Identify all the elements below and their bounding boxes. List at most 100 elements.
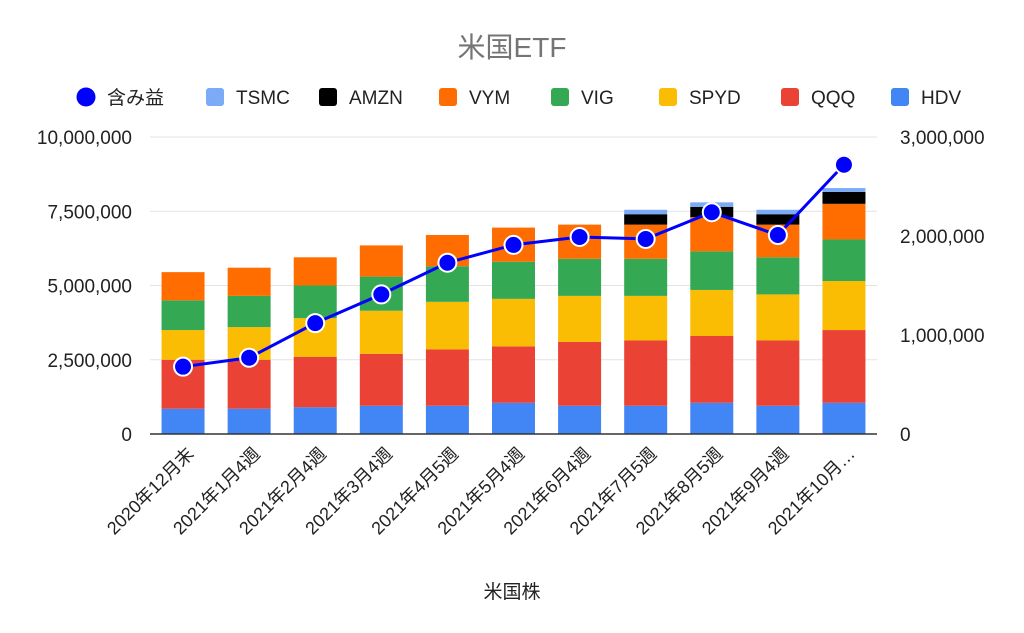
legend-label: TSMC <box>236 88 290 109</box>
bar-segment-vig <box>624 258 668 296</box>
bar-segment-qqq <box>690 335 734 403</box>
legend[interactable]: 含み益 TSMC AMZN VYM VIG SPYD QQQ HDV <box>76 87 962 109</box>
bar-segment-hdv <box>756 405 800 434</box>
bar-segment-vig <box>822 239 866 282</box>
bar-segment-qqq <box>756 340 800 406</box>
bar-segment-vym <box>161 272 205 301</box>
bar-segment-tsmc <box>624 209 668 215</box>
left-axis-tick-label: 10,000,000 <box>37 128 132 149</box>
bar-segment-vig <box>690 251 734 290</box>
x-axis-label: 米国株 <box>483 581 540 603</box>
bar-segment-spyd <box>161 330 205 360</box>
unrealized-gain-point <box>239 347 260 368</box>
bar-segment-hdv <box>624 405 668 434</box>
bar-segment-spyd <box>756 294 800 341</box>
legend-label: VIG <box>581 88 614 109</box>
right-axis-ticks: 0 1,000,000 2,000,000 3,000,000 <box>900 128 985 446</box>
right-axis-tick-label: 0 <box>900 425 911 446</box>
legend-item-amzn[interactable]: AMZN <box>319 88 403 109</box>
bar-segment-hdv <box>822 402 866 434</box>
bar-segment-vig <box>293 285 337 319</box>
legend-item-spyd[interactable]: SPYD <box>659 88 741 109</box>
legend-item-hdv[interactable]: HDV <box>891 88 961 109</box>
bar-segment-amzn <box>624 214 668 225</box>
bar-segment-qqq <box>359 353 403 406</box>
left-axis-tick-label: 2,500,000 <box>47 351 132 372</box>
legend-label: SPYD <box>689 88 741 109</box>
bars <box>161 188 866 434</box>
legend-swatch <box>439 88 457 106</box>
legend-item-qqq[interactable]: QQQ <box>781 88 855 109</box>
bar-segment-vym <box>359 245 403 277</box>
left-axis-tick-label: 7,500,000 <box>47 202 132 223</box>
bar-segment-amzn <box>756 214 800 225</box>
bar-segment-spyd <box>359 310 403 354</box>
bar-segment-qqq <box>227 359 271 409</box>
bar-segment-vig <box>558 258 602 296</box>
legend-swatch <box>551 88 569 106</box>
unrealized-gain-point <box>173 356 194 377</box>
legend-swatch <box>781 88 799 106</box>
legend-swatch <box>319 88 337 106</box>
bar-segment-qqq <box>425 349 469 406</box>
bar-segment-vig <box>756 257 800 295</box>
legend-label: 含み益 <box>107 87 164 109</box>
bar-segment-hdv <box>425 405 469 434</box>
legend-label: HDV <box>921 88 961 109</box>
left-axis-tick-label: 0 <box>121 425 132 446</box>
legend-item-vig[interactable]: VIG <box>551 88 614 109</box>
right-axis-tick-label: 3,000,000 <box>900 128 985 149</box>
bar-segment-qqq <box>492 346 535 403</box>
bar-segment-hdv <box>690 402 734 434</box>
bar-segment-hdv <box>359 405 403 434</box>
unrealized-gain-point <box>701 202 722 223</box>
legend-swatch <box>659 88 677 106</box>
legend-label: AMZN <box>349 88 403 109</box>
bar-segment-spyd <box>558 295 602 342</box>
bar-segment-qqq <box>822 330 866 403</box>
bar-segment-spyd <box>425 301 469 350</box>
unrealized-gain-point <box>371 284 392 305</box>
left-axis-tick-label: 5,000,000 <box>47 277 132 298</box>
bar-segment-tsmc <box>756 209 800 215</box>
unrealized-gain-point <box>437 252 458 273</box>
legend-marker <box>76 87 96 107</box>
chart-title: 米国ETF <box>458 32 567 63</box>
bar-segment-amzn <box>822 191 866 204</box>
bar-segment-qqq <box>558 341 602 406</box>
legend-item-unrealized-gain[interactable]: 含み益 <box>76 87 165 109</box>
unrealized-gain-point <box>569 226 590 247</box>
unrealized-gain-point <box>503 234 524 255</box>
bar-segment-vig <box>492 261 535 299</box>
bar-segment-spyd <box>492 298 535 347</box>
bar-segment-qqq <box>624 340 668 406</box>
bar-segment-vig <box>161 300 205 331</box>
x-axis-ticks: 2020年12月末2021年1月4週2021年2月4週2021年3月4週2021… <box>103 444 859 539</box>
legend-swatch <box>206 88 224 106</box>
bar-segment-hdv <box>558 405 602 434</box>
legend-item-tsmc[interactable]: TSMC <box>206 88 290 109</box>
legend-item-vym[interactable]: VYM <box>439 88 510 109</box>
bar-segment-spyd <box>624 295 668 341</box>
bar-segment-vig <box>227 295 271 328</box>
legend-label: VYM <box>469 88 510 109</box>
right-axis-tick-label: 2,000,000 <box>900 227 985 248</box>
unrealized-gain-point <box>767 225 788 246</box>
unrealized-gain-point <box>833 154 854 175</box>
legend-label: QQQ <box>811 88 855 109</box>
bar-segment-vym <box>227 267 271 296</box>
unrealized-gain-point <box>305 313 326 334</box>
bar-segment-vym <box>293 257 337 286</box>
bar-segment-vym <box>822 203 866 240</box>
bar-segment-hdv <box>492 402 535 434</box>
left-axis-ticks: 0 2,500,000 5,000,000 7,500,000 10,000,000 <box>37 128 132 446</box>
bar-segment-spyd <box>690 289 734 336</box>
bar-segment-qqq <box>293 356 337 408</box>
bar-segment-tsmc <box>822 188 866 192</box>
bar-segment-hdv <box>293 407 337 434</box>
bar-segment-hdv <box>161 408 205 434</box>
bar-segment-vym <box>690 217 734 252</box>
unrealized-gain-point <box>635 228 656 249</box>
bar-segment-spyd <box>822 281 866 331</box>
